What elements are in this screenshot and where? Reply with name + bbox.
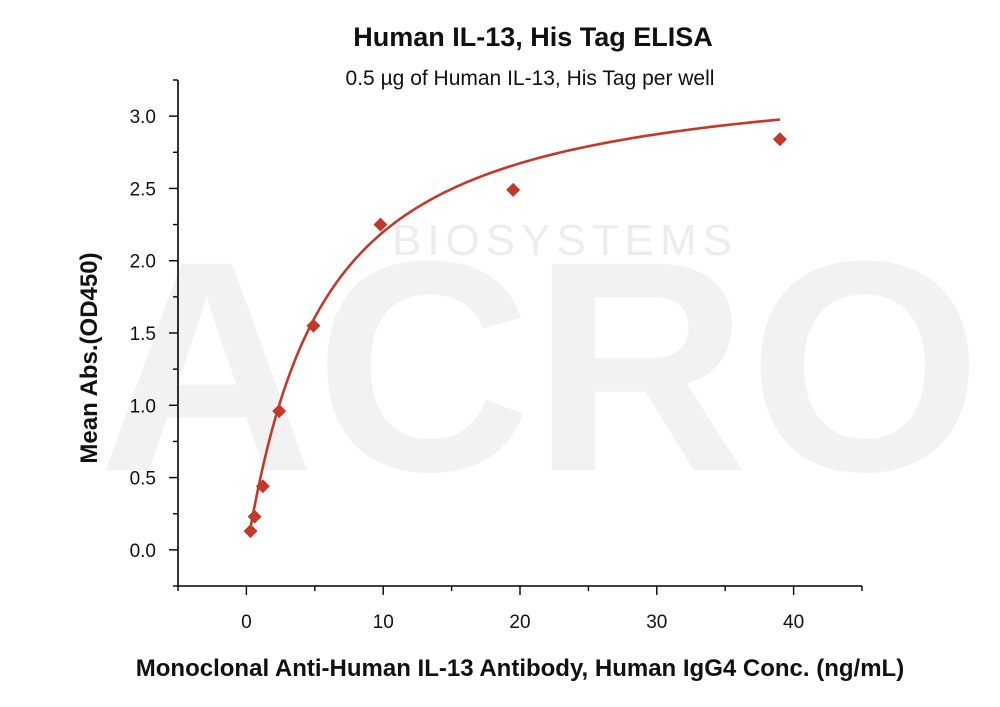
y-axis-title: Mean Abs.(OD450) (76, 252, 103, 463)
data-point (306, 318, 321, 333)
fit-curve (249, 118, 781, 528)
chart-title: Human IL-13, His Tag ELISA (353, 22, 713, 52)
y-axis-ticks: 0.0 0.5 1.0 1.5 2.0 2.5 3.0 (130, 79, 178, 587)
y-tick-label: 2.5 (130, 179, 156, 200)
fit-curve-layer (249, 118, 781, 528)
data-point (243, 524, 258, 539)
y-tick-label: 3.0 (130, 107, 156, 128)
watermark-logo: ACRO (98, 198, 981, 534)
x-tick-label: 30 (646, 612, 667, 633)
x-axis-title: Monoclonal Anti-Human IL-13 Antibody, Hu… (136, 655, 904, 682)
data-point (772, 132, 787, 147)
data-point (255, 479, 270, 494)
x-axis-ticks: 0 10 20 30 40 (177, 586, 863, 633)
chart-subtitle: 0.5 µg of Human IL-13, His Tag per well (346, 67, 715, 90)
data-point (272, 404, 287, 419)
watermark-subtext: BIOSYSTEMS (392, 216, 738, 265)
data-point (247, 509, 262, 524)
y-tick-label: 1.0 (130, 396, 156, 417)
x-tick-label: 0 (241, 612, 252, 633)
y-tick-label: 0.0 (130, 541, 156, 562)
data-points-layer (243, 132, 787, 539)
x-tick-label: 20 (509, 612, 530, 633)
x-tick-label: 40 (783, 612, 804, 633)
x-tick-label: 10 (373, 612, 394, 633)
data-point (373, 217, 388, 232)
y-tick-label: 0.5 (130, 469, 156, 490)
watermark: BIOSYSTEMS ACRO (98, 198, 981, 534)
y-tick-label: 2.0 (130, 252, 156, 273)
data-point (506, 182, 521, 197)
y-tick-label: 1.5 (130, 324, 156, 345)
